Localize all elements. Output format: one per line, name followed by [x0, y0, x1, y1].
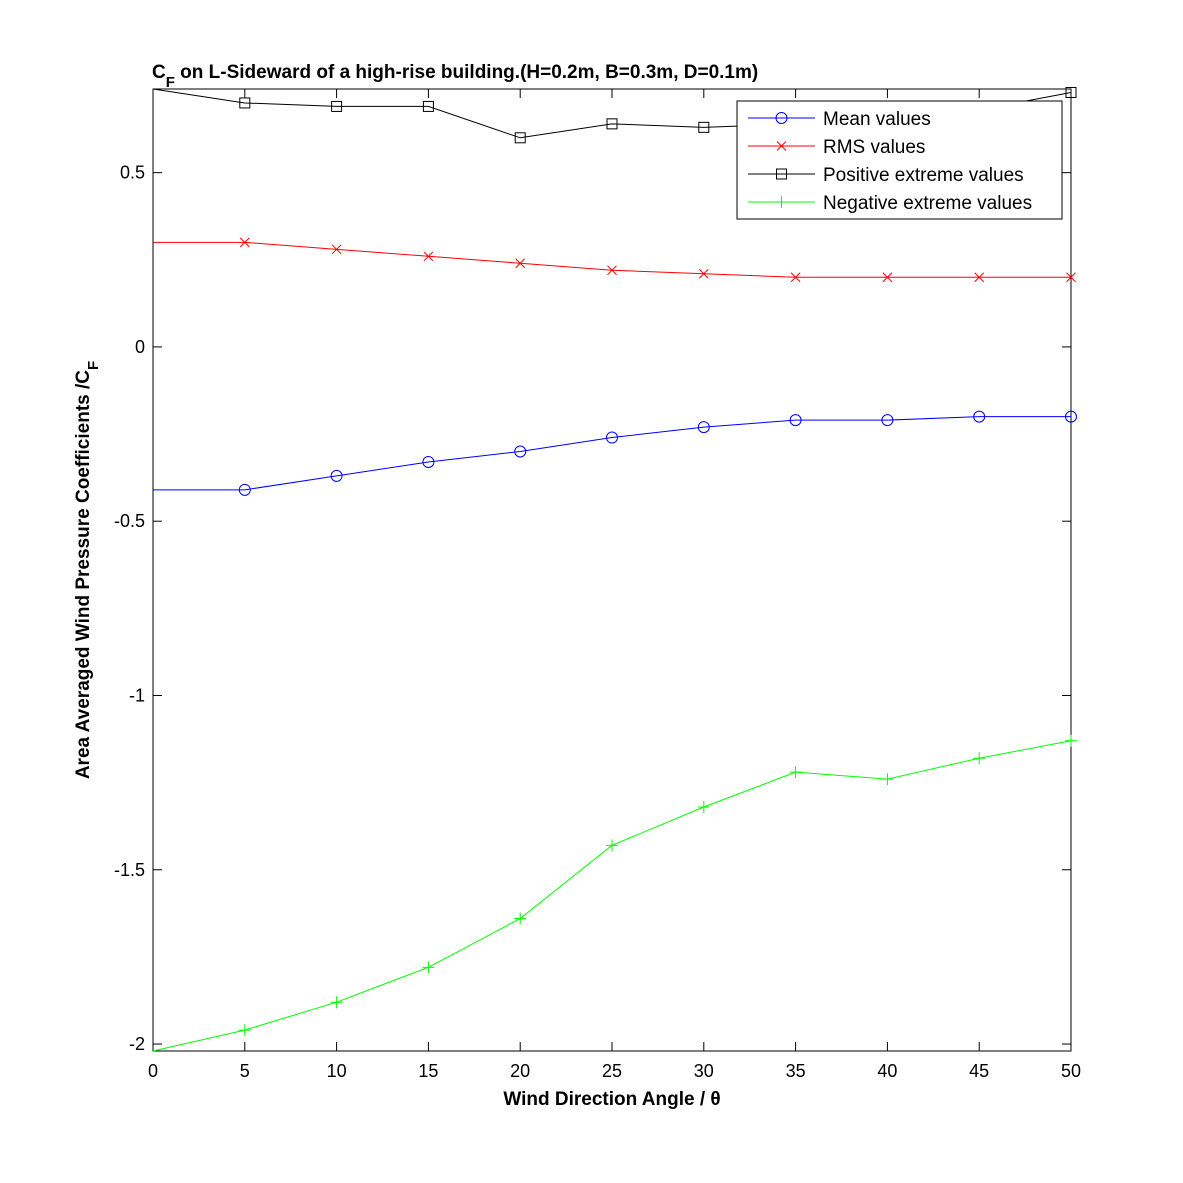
- data-point: [239, 237, 250, 248]
- data-point: [1065, 410, 1077, 423]
- series-negative-extreme-values: [152, 734, 1077, 1052]
- data-point: [973, 752, 986, 765]
- data-point: [789, 766, 802, 779]
- legend: Mean values RMS values Positive extreme va…: [736, 100, 1063, 220]
- x-tick-label: 45: [969, 1061, 989, 1081]
- legend-marker: [776, 141, 787, 151]
- y-axis: -2 -1.5 -1 -0.5 0 0.5: [114, 163, 1071, 1054]
- data-point: [514, 445, 527, 458]
- data-point: [698, 268, 709, 279]
- x-tick-label: 5: [240, 1061, 250, 1081]
- data-point: [422, 100, 434, 112]
- data-point: [606, 431, 618, 444]
- data-point: [1065, 734, 1077, 747]
- y-tick-label: -1: [129, 685, 145, 705]
- y-tick-label: -0.5: [114, 511, 145, 531]
- x-tick-label: 0: [148, 1061, 158, 1081]
- legend-marker: [776, 168, 787, 180]
- series-rms-values: [153, 237, 1076, 283]
- data-point: [330, 996, 343, 1009]
- data-point: [697, 801, 710, 814]
- plot-area: [152, 88, 1072, 1052]
- data-point: [239, 97, 251, 109]
- y-axis-title: Area Averaged Wind Pressure Coefficients…: [73, 361, 102, 779]
- data-point: [423, 251, 434, 262]
- x-axis-title: Wind Direction Angle / θ: [503, 1089, 720, 1110]
- y-tick-label: -2: [129, 1034, 145, 1054]
- legend-label: RMS values: [823, 137, 925, 158]
- x-tick-label: 20: [510, 1061, 530, 1081]
- legend-label: Mean values: [823, 109, 931, 130]
- x-tick-label: 10: [327, 1061, 347, 1081]
- data-point: [1065, 86, 1077, 98]
- data-point: [330, 469, 343, 482]
- data-point: [790, 272, 801, 283]
- data-point: [331, 100, 343, 112]
- x-tick-label: 25: [602, 1061, 622, 1081]
- series-line: [153, 416, 1071, 491]
- data-point: [238, 483, 251, 496]
- data-point: [606, 839, 618, 852]
- data-point: [1066, 272, 1076, 283]
- legend-label: Negative extreme values: [823, 193, 1032, 214]
- x-tick-label: 40: [877, 1061, 897, 1081]
- data-point: [515, 258, 526, 269]
- data-point: [789, 414, 802, 427]
- y-tick-label: -1.5: [114, 860, 145, 880]
- legend-item: Negative extreme values: [748, 193, 1032, 214]
- y-tick-label: 0.5: [120, 163, 145, 183]
- x-tick-label: 35: [786, 1061, 806, 1081]
- legend-box: [736, 100, 1063, 220]
- data-point: [238, 1024, 251, 1037]
- data-point: [974, 272, 985, 283]
- legend-item: Positive extreme values: [748, 165, 1024, 186]
- series-mean-values: [153, 410, 1077, 496]
- data-point: [881, 773, 894, 786]
- legend-marker: [775, 196, 788, 208]
- data-point: [331, 244, 342, 255]
- data-point: [422, 961, 435, 974]
- data-point: [606, 118, 618, 130]
- data-point: [607, 265, 617, 276]
- x-axis: 0 5 10 15 20 25 30 35 40 45 50: [148, 89, 1081, 1081]
- data-point: [881, 414, 894, 427]
- x-tick-label: 15: [418, 1061, 438, 1081]
- data-point: [422, 455, 435, 468]
- data-point: [698, 121, 710, 133]
- data-point: [882, 272, 893, 283]
- legend-marker: [775, 112, 788, 124]
- y-tick-label: 0: [135, 337, 145, 357]
- legend-item: Mean values: [748, 109, 931, 130]
- chart-title: CF on L-Sideward of a high-rise building…: [152, 62, 758, 91]
- x-tick-label: 50: [1061, 1061, 1081, 1081]
- data-point: [973, 410, 986, 423]
- data-point: [514, 912, 527, 925]
- legend-item: RMS values: [748, 137, 925, 158]
- legend-label: Positive extreme values: [823, 165, 1024, 186]
- x-tick-label: 30: [694, 1061, 714, 1081]
- data-point: [514, 132, 526, 144]
- data-point: [697, 421, 710, 434]
